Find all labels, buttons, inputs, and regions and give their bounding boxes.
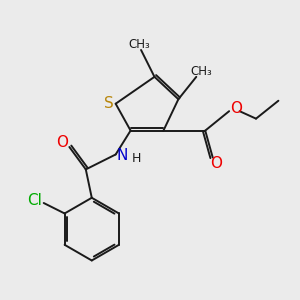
Text: O: O [210,156,222,171]
Text: N: N [116,148,128,164]
Text: Cl: Cl [27,193,42,208]
Text: H: H [131,152,141,165]
Text: S: S [104,96,114,111]
Text: O: O [56,135,68,150]
Text: O: O [230,101,242,116]
Text: CH₃: CH₃ [190,65,212,78]
Text: CH₃: CH₃ [129,38,150,51]
